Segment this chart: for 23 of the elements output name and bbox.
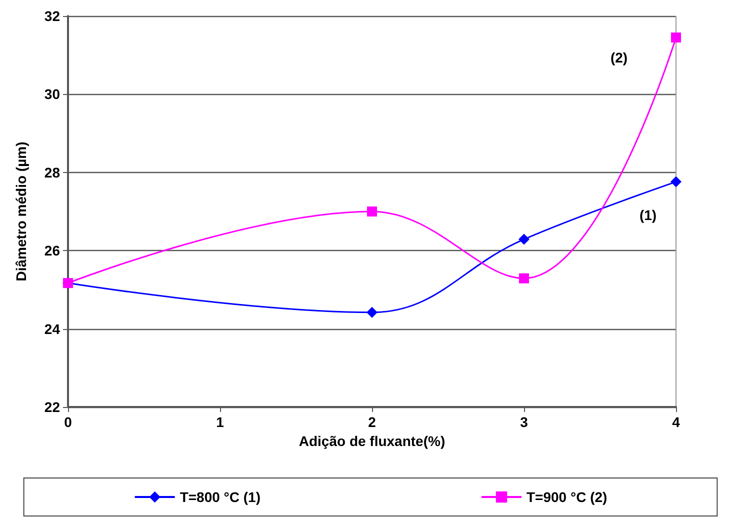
y-tick-label: 30 bbox=[44, 86, 60, 102]
x-tick-label: 1 bbox=[216, 414, 224, 430]
y-axis-title: Diâmetro médio (µm) bbox=[13, 142, 29, 282]
annotation: (2) bbox=[610, 50, 628, 66]
annotation: (1) bbox=[639, 206, 657, 223]
legend-label: T=900 °C (2) bbox=[526, 489, 608, 505]
x-tick-label: 3 bbox=[520, 414, 528, 430]
y-tick-label: 26 bbox=[44, 242, 60, 259]
x-tick-label: 4 bbox=[672, 414, 680, 430]
point bbox=[367, 206, 377, 216]
y-tick-label: 24 bbox=[44, 320, 60, 337]
point bbox=[518, 234, 530, 245]
legend-label: T=800 °C (1) bbox=[180, 489, 261, 505]
point bbox=[671, 32, 681, 43]
point bbox=[519, 273, 529, 284]
x-axis-title: Adição de fluxante(%) bbox=[298, 433, 446, 449]
y-tick-label: 32 bbox=[44, 8, 60, 24]
point bbox=[366, 306, 378, 318]
x-tick-label: 2 bbox=[368, 414, 376, 430]
x-tick-label: 0 bbox=[64, 414, 72, 430]
y-tick-label: 28 bbox=[44, 164, 60, 180]
y-tick-label: 22 bbox=[44, 399, 60, 415]
point bbox=[670, 176, 682, 188]
